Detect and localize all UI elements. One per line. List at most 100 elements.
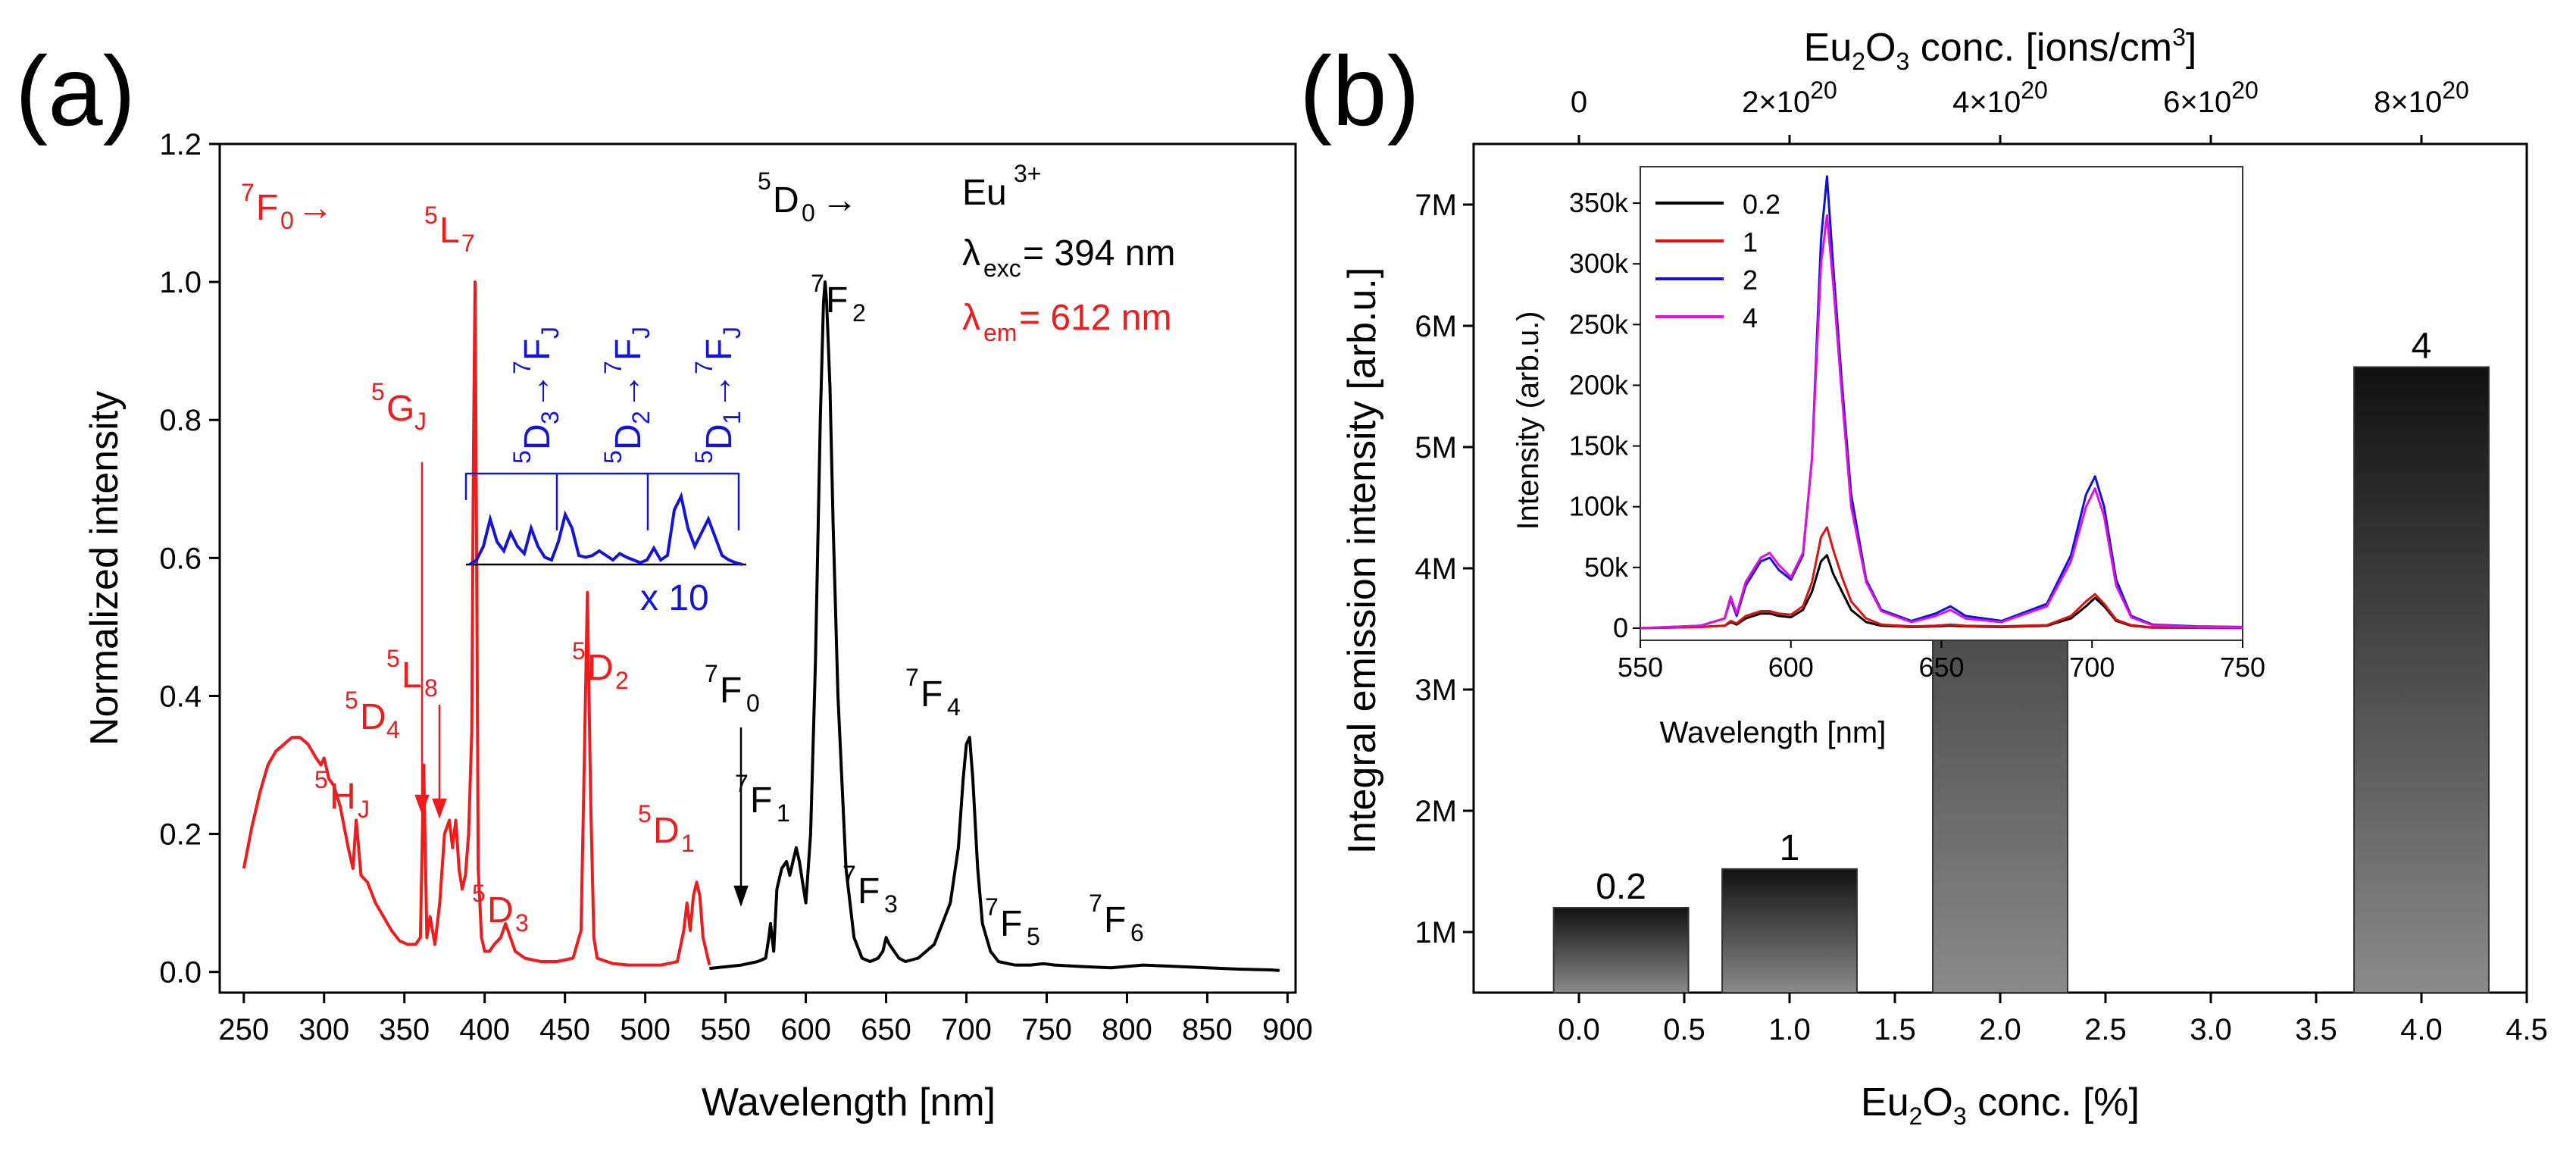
legend-label-2: 2 xyxy=(1743,264,1758,296)
x10-label: x 10 xyxy=(640,578,709,618)
y-tick-label: 1M xyxy=(1415,916,1457,949)
lambda-em: λ xyxy=(962,298,980,338)
transition-labels: 5 D 3 → 7 F J 5 D 2 → 7 F J xyxy=(508,327,746,464)
svg-text:F: F xyxy=(1000,904,1022,944)
inset-series-1 xyxy=(1640,526,2243,630)
lambda-exc-sub: exc xyxy=(983,255,1021,282)
svg-text:7: 7 xyxy=(508,361,536,374)
svg-text:D: D xyxy=(699,424,739,450)
x10-inset: x 10 5 D 3 → 7 F J 5 D 2 → 7 F xyxy=(464,327,746,618)
x-tick-label: 3.5 xyxy=(2295,1013,2337,1046)
d0-body: D xyxy=(773,180,799,221)
svg-text:J: J xyxy=(627,327,655,339)
svg-text:J: J xyxy=(414,408,427,435)
emission-level-labels: 7F0 7F1 7F2 7F3 7F4 7F5 7F6 xyxy=(705,270,1144,950)
panel-b: (b) 0.2 1 2 4 0.0 0.5 1.0 1.5 2.0 2.5 3.0 3.5 4.0 4.… xyxy=(1299,23,2548,1130)
emission-spectrum xyxy=(709,280,1280,972)
x-tick-label: 250 xyxy=(218,1013,269,1046)
d0-arrow: → xyxy=(821,180,858,221)
y-tick-label: 1.2 xyxy=(159,128,202,161)
svg-text:F: F xyxy=(858,871,880,912)
emission-header: 5 D 0 → xyxy=(758,167,858,227)
excitation-header: 7 F 0 → xyxy=(241,179,333,234)
panel-a-y-label: Normalized intensity xyxy=(83,391,127,746)
y-tick-label: 1.0 xyxy=(159,266,202,299)
y-tick-label: 0.6 xyxy=(159,542,202,575)
svg-text:F: F xyxy=(826,280,848,321)
x-tick-label: 1.5 xyxy=(1874,1013,1916,1046)
svg-text:D: D xyxy=(653,811,680,851)
bar-4 xyxy=(2353,366,2490,993)
svg-text:5: 5 xyxy=(424,202,438,229)
top-tick-label: 6×1020 xyxy=(2163,77,2259,119)
legend-label-4: 4 xyxy=(1743,302,1758,333)
l8-arrow-head xyxy=(432,798,447,819)
svg-text:6: 6 xyxy=(1130,919,1144,946)
x-tick-label: 2.0 xyxy=(1979,1013,2021,1046)
svg-text:8: 8 xyxy=(424,674,438,702)
svg-text:F: F xyxy=(921,674,943,715)
svg-text:F: F xyxy=(517,339,558,361)
x-tick-label: 0.5 xyxy=(1663,1013,1705,1046)
panel-a-plot-area xyxy=(218,142,1297,994)
svg-text:J: J xyxy=(718,327,746,339)
inset-y-tick-label: 50k xyxy=(1584,552,1629,583)
x-tick-label: 550 xyxy=(700,1013,751,1046)
x-tick-label: 4.5 xyxy=(2506,1013,2548,1046)
svg-text:7: 7 xyxy=(905,664,919,691)
inset-x-tick-label: 700 xyxy=(2069,652,2115,683)
panel-a: (a) 250 300 350 400 450 500 550 600 650 700 750 800… xyxy=(15,36,1313,1124)
top-tick-label: 8×1020 xyxy=(2374,77,2469,119)
y-tick-label: 6M xyxy=(1415,310,1457,343)
svg-text:5: 5 xyxy=(690,450,717,464)
svg-text:7: 7 xyxy=(599,361,627,374)
legend-label-0.2: 0.2 xyxy=(1743,189,1780,220)
d0-sup: 5 xyxy=(758,167,771,195)
inset-series-2 xyxy=(1640,175,2243,630)
level-7F1: 7F1 xyxy=(735,770,790,827)
lambda-em-value: = 612 nm xyxy=(1019,298,1171,338)
panel-a-frame xyxy=(218,142,1297,994)
x-tick-label: 4.0 xyxy=(2400,1013,2443,1046)
svg-text:F: F xyxy=(1104,900,1126,940)
panel-a-spectra xyxy=(242,280,1280,972)
svg-text:→: → xyxy=(517,373,558,409)
x-tick-label: 0.0 xyxy=(1558,1013,1600,1046)
panel-a-x-label: Wavelength [nm] xyxy=(702,1081,996,1124)
bracket-d1 xyxy=(648,472,740,530)
excitation-spectrum xyxy=(242,280,711,967)
svg-text:2: 2 xyxy=(615,667,629,694)
svg-text:5: 5 xyxy=(472,880,486,907)
eu-info: Eu 3+ λ exc = 394 nm λ em = 612 nm xyxy=(962,160,1175,346)
y-tick-label: 0.4 xyxy=(159,680,202,713)
y-tick-label: 4M xyxy=(1415,552,1457,586)
inset-legend: 0.2 1 2 4 xyxy=(1655,189,1780,333)
inset-series-0.2 xyxy=(1640,554,2243,630)
excitation-arrows xyxy=(414,462,447,819)
svg-text:3: 3 xyxy=(884,890,898,918)
svg-text:1: 1 xyxy=(681,830,695,857)
svg-text:7: 7 xyxy=(461,230,475,257)
inset-series xyxy=(1640,175,2243,630)
panel-b-top-ticks: 0 2×1020 4×1020 6×1020 8×1020 xyxy=(1571,77,2469,144)
svg-text:D: D xyxy=(360,697,386,737)
inset-y-tick-label: 200k xyxy=(1569,369,1629,400)
inset-y-tick-label: 350k xyxy=(1569,187,1629,218)
svg-text:G: G xyxy=(386,389,414,429)
inset-ticks: 550 600 650 700 750 0 50k 100k 150k 200k 250k 300k 3… xyxy=(1569,187,2265,683)
x-tick-label: 350 xyxy=(379,1013,430,1046)
svg-text:3: 3 xyxy=(536,411,564,424)
f0-marker xyxy=(733,727,749,907)
x-tick-label: 700 xyxy=(941,1013,992,1046)
svg-text:L: L xyxy=(402,655,422,696)
x-tick-label: 400 xyxy=(459,1013,510,1046)
top-tick-label: 0 xyxy=(1571,86,1587,119)
